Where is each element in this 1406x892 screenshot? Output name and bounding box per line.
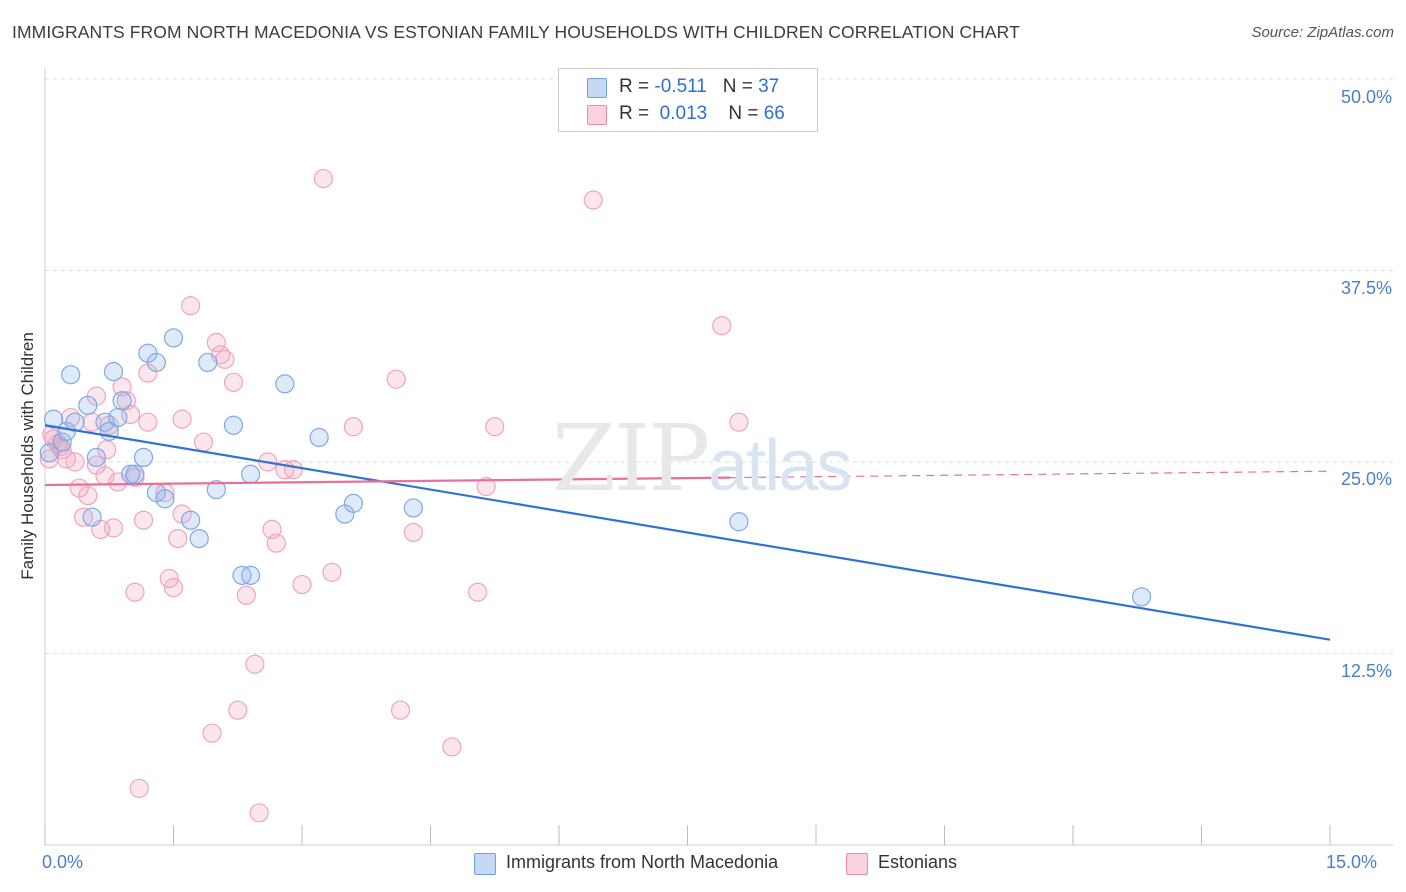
legend-swatch-blue xyxy=(587,78,607,98)
north-macedonia-point xyxy=(52,432,72,452)
watermark-atlas: atlas xyxy=(708,426,852,506)
estonians-point xyxy=(468,582,488,602)
y-tick-label: 37.5% xyxy=(1340,278,1392,298)
north-macedonia-point xyxy=(146,352,166,373)
estonians-point xyxy=(583,190,603,210)
north-macedonia-point xyxy=(343,493,363,513)
estonians-point xyxy=(86,455,107,475)
estonians-point xyxy=(129,778,149,798)
estonians-point xyxy=(206,332,226,353)
estonians-point xyxy=(322,562,342,582)
bottom-legend-swatch-blue xyxy=(474,853,496,875)
estonians-point xyxy=(236,585,256,605)
chart-source: Source: ZipAtlas.com xyxy=(1251,24,1394,41)
estonians-point xyxy=(163,578,184,598)
north-macedonia-point xyxy=(163,328,184,348)
bottom-legend-label: Estonians xyxy=(878,852,958,872)
north-macedonia-point xyxy=(108,407,128,428)
north-macedonia-point xyxy=(155,489,175,509)
estonians-point xyxy=(283,460,304,480)
estonians-point xyxy=(245,654,265,674)
watermark-zip: ZIP xyxy=(552,405,710,512)
north-macedonia-point xyxy=(43,409,64,429)
north-macedonia-point xyxy=(729,512,749,532)
estonians-point xyxy=(729,412,749,432)
y-tick-label: 25.0% xyxy=(1340,469,1392,489)
estonians-point xyxy=(249,803,269,823)
estonians-point xyxy=(138,412,158,432)
legend-swatch-pink xyxy=(587,105,607,125)
estonians-point xyxy=(172,409,192,429)
north-macedonia-point xyxy=(125,464,145,484)
north-macedonia-point xyxy=(86,447,107,468)
north-macedonia-point xyxy=(275,374,295,394)
axes xyxy=(44,68,1393,846)
estonians-trend-line xyxy=(44,476,731,487)
chart-title: IMMIGRANTS FROM NORTH MACEDONIA VS ESTON… xyxy=(12,22,1020,42)
estonians-point xyxy=(485,417,505,437)
estonians-point xyxy=(476,476,496,497)
stats-legend: R = -0.511 N = 37 R = 0.013 N = 66 xyxy=(558,68,818,132)
north-macedonia-point xyxy=(206,479,226,500)
bottom-legend-swatch-pink xyxy=(846,853,868,875)
y-tick-label: 12.5% xyxy=(1340,661,1392,681)
estonians-point xyxy=(313,168,334,189)
y-axis-label: Family Households with Children xyxy=(18,332,37,580)
estonians-point xyxy=(343,417,363,437)
estonians-point xyxy=(228,700,248,720)
north-macedonia-point xyxy=(95,412,115,432)
north-macedonia-point xyxy=(78,395,98,415)
north-macedonia-point xyxy=(241,464,261,484)
estonians-point xyxy=(403,522,423,543)
north-macedonia-point xyxy=(61,365,81,385)
north-macedonia-point xyxy=(181,510,201,530)
estonians-point xyxy=(65,452,85,472)
estonians-point xyxy=(442,737,462,757)
trend-lines xyxy=(44,424,1331,641)
estonians-point xyxy=(97,440,117,460)
estonians-point xyxy=(215,349,235,369)
estonians-trend-line-dashed xyxy=(730,470,1331,479)
estonians-point xyxy=(292,574,312,595)
estonians-point xyxy=(712,316,732,336)
bottom-legend-label: Immigrants from North Macedonia xyxy=(506,852,779,872)
north-macedonia-point xyxy=(309,427,329,448)
north-macedonia-point xyxy=(82,507,102,527)
watermark: ZIPatlas xyxy=(552,405,852,512)
north-macedonia-point xyxy=(39,443,59,463)
estonians-point xyxy=(168,528,188,549)
estonians-point xyxy=(78,486,98,506)
estonians-points xyxy=(39,168,749,823)
north-macedonia-point xyxy=(1131,587,1152,607)
north-macedonia-points xyxy=(39,328,1152,607)
y-tick-label: 50.0% xyxy=(1340,87,1392,107)
estonians-point xyxy=(386,369,406,389)
north-macedonia-point xyxy=(403,498,423,518)
estonians-point xyxy=(159,568,179,589)
north-macedonia-point xyxy=(133,447,154,468)
estonians-point xyxy=(193,432,214,452)
estonians-point xyxy=(181,296,201,316)
estonians-point xyxy=(133,510,154,530)
north-macedonia-point xyxy=(198,352,218,373)
estonians-point xyxy=(103,518,124,538)
x-tick-label: 0.0% xyxy=(42,852,84,872)
estonians-point xyxy=(390,700,411,720)
north-macedonia-point xyxy=(223,415,244,435)
estonians-point xyxy=(266,533,286,553)
north-macedonia-point xyxy=(189,528,209,549)
estonians-point xyxy=(125,582,145,602)
north-macedonia-trend-line xyxy=(44,424,1331,641)
north-macedonia-point xyxy=(241,565,261,585)
x-tick-label: 15.0% xyxy=(1326,852,1378,872)
north-macedonia-point xyxy=(112,391,132,411)
estonians-point xyxy=(202,723,222,743)
north-macedonia-point xyxy=(103,362,124,382)
estonians-point xyxy=(223,372,244,392)
